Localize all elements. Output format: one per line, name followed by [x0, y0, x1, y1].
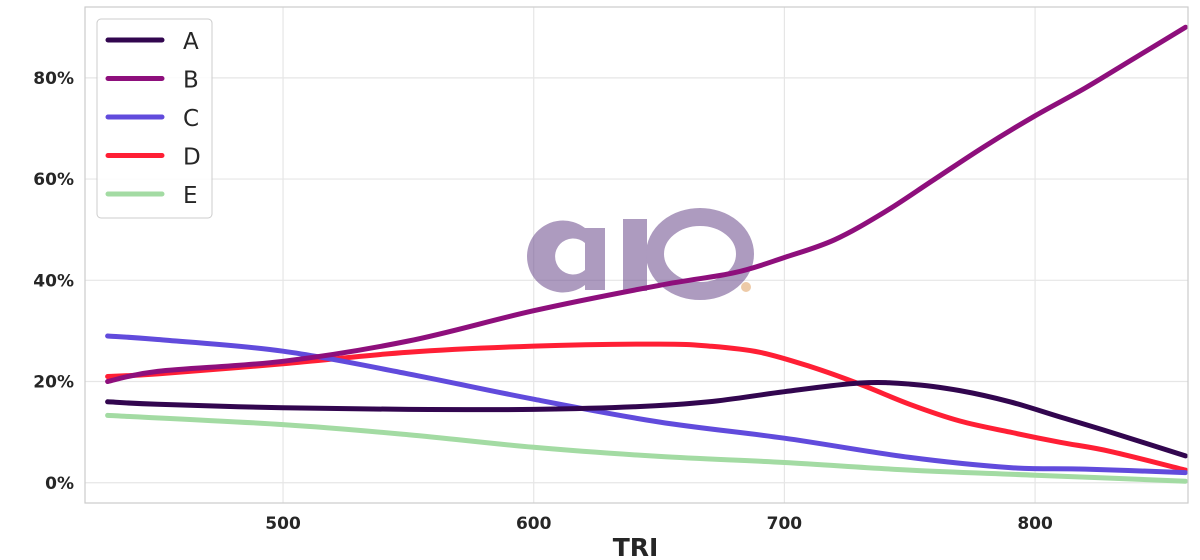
legend-label-a: A — [183, 29, 199, 55]
x-tick-label: 600 — [516, 514, 552, 534]
watermark-letter-i — [623, 219, 647, 291]
watermark-aio-logo — [527, 208, 754, 300]
x-tick-label: 500 — [265, 514, 301, 534]
axis-ticks: 500 600 700 800 0% 20% 40% 60% 80% — [33, 69, 1053, 534]
legend-label-c: C — [183, 106, 199, 132]
x-tick-label: 800 — [1017, 514, 1053, 534]
x-tick-label: 700 — [767, 514, 803, 534]
y-tick-label: 20% — [33, 373, 74, 393]
series-line-d — [105, 341, 1188, 473]
series-lines — [105, 24, 1188, 484]
y-tick-label: 0% — [45, 474, 74, 494]
legend-label-b: B — [183, 68, 199, 94]
series-line-a — [105, 379, 1188, 459]
series-line-c — [105, 333, 1188, 476]
x-axis-label: TRI — [613, 533, 659, 560]
y-tick-label: 80% — [33, 69, 74, 89]
plot-frame — [84, 6, 1189, 504]
watermark-dot — [741, 282, 751, 292]
series-line-b — [105, 24, 1188, 384]
watermark-letter-o — [646, 208, 754, 300]
legend-label-d: D — [183, 145, 201, 171]
watermark-letter-a — [527, 220, 605, 293]
y-tick-label: 60% — [33, 170, 74, 190]
y-tick-label: 40% — [33, 271, 74, 291]
legend-label-e: E — [183, 183, 198, 209]
series-line-e — [105, 412, 1188, 484]
